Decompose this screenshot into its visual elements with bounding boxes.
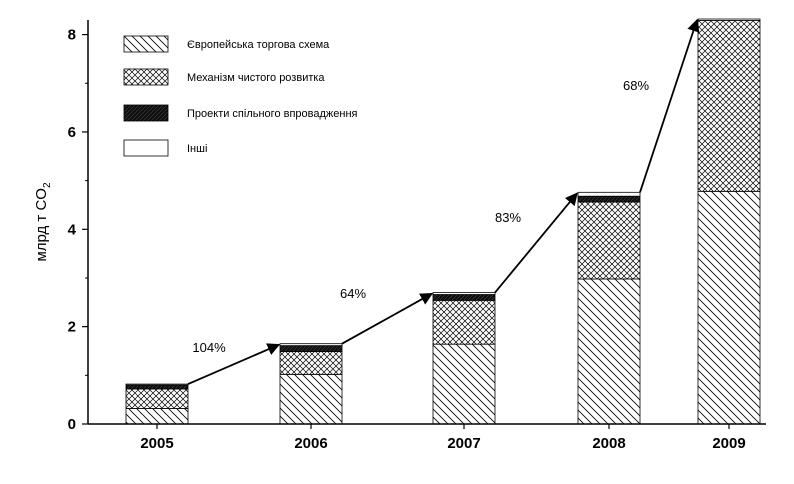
legend-swatch [123,139,169,157]
bar-segment-2005-s2 [125,384,189,390]
bar-segment-2007-s2 [432,294,496,301]
x-tick-label-2008: 2008 [592,435,625,452]
growth-arrows: 104% 64% 83% 68% [187,18,700,385]
y-tick-label: 2 [68,319,76,336]
legend: Європейська торгова схема Механізм чистог… [123,35,358,157]
growth-label: 64% [340,286,366,301]
legend-swatch [123,68,169,86]
bar-segment-2006-s2 [279,345,343,352]
growth-label: 68% [623,78,649,93]
legend-label: Механізм чистого розвитка [187,72,325,84]
bar-segment-2008-s0 [577,278,641,425]
bar-segment-2005-s0 [125,408,189,425]
x-tick-label-2005: 2005 [140,435,173,452]
y-ticks: 0 2 4 6 8 [68,27,88,433]
bar-segment-2005-s3 [125,383,189,386]
bar-segment-2009-s3 [697,18,761,21]
growth-arrow [187,343,281,385]
y-tick-label: 4 [68,221,77,238]
y-tick-label: 8 [68,27,76,44]
bar-segment-2008-s3 [577,191,641,197]
growth-arrow [341,292,434,345]
bar-segment-2009-s0 [697,190,761,425]
y-tick-label: 6 [68,124,76,141]
y-axis-label-subscript: 2 [42,182,53,188]
legend-swatch [123,35,169,53]
growth-arrow [639,18,700,193]
legend-label: Проекти спільного впровадження [187,108,358,120]
y-axis-label: млрд т CO2 [33,182,53,262]
x-tick-label-2007: 2007 [447,435,480,452]
x-tick-label-2006: 2006 [294,435,327,452]
growth-label: 83% [495,210,521,225]
growth-arrow [494,192,578,294]
bar-segment-2006-s0 [279,373,343,425]
legend-label: Європейська торгова схема [187,39,330,51]
bar-segment-2007-s1 [432,299,496,345]
bar-segment-2007-s3 [432,292,496,295]
bar-segment-2009-s1 [697,20,761,192]
bars [125,18,761,425]
bar-segment-2006-s1 [279,351,343,375]
bar-segment-2008-s2 [577,195,641,203]
x-tick-label-2009: 2009 [712,435,745,452]
bar-segment-2005-s1 [125,388,189,409]
bar-segment-2008-s1 [577,201,641,280]
growth-label: 104% [192,340,226,355]
x-ticks: 2005 2006 2007 2008 2009 [140,424,746,452]
y-tick-label: 0 [68,416,76,433]
axes [87,20,766,425]
bar-segment-2007-s0 [432,343,496,425]
legend-label: Інші [187,143,207,155]
y-axis-label-main: млрд т CO [33,188,50,262]
bar-segment-2006-s3 [279,343,343,347]
legend-swatch [123,104,169,122]
